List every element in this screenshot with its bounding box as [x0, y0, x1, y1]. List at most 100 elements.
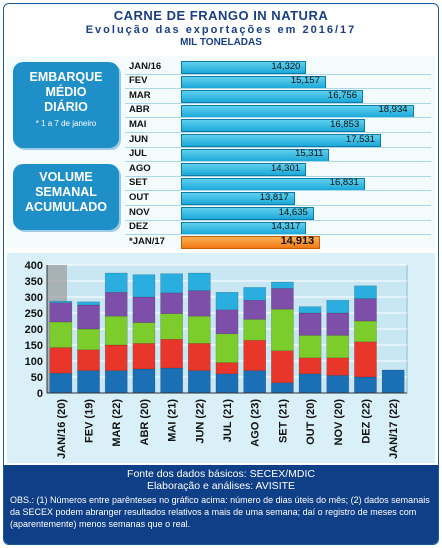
stack-segment — [243, 370, 267, 394]
x-tick-label: JUN (22) — [194, 399, 206, 444]
row-separator — [125, 117, 431, 119]
stack-segment — [104, 370, 128, 394]
stack-segment — [49, 347, 73, 374]
y-tick-label: 50 — [31, 372, 43, 384]
stack-segment — [215, 362, 239, 375]
stack-segment — [326, 335, 350, 359]
stack-segment — [104, 315, 128, 346]
stack-segment — [354, 298, 377, 322]
callout-line: ACUMULADO — [25, 200, 107, 214]
bar — [181, 236, 321, 250]
category-label: OUT — [129, 191, 150, 203]
stack-segment — [187, 343, 211, 371]
stack-segment — [354, 341, 377, 378]
header: CARNE DE FRANGO IN NATURA Evolução das e… — [4, 4, 438, 64]
data-label: 13,817 — [259, 191, 289, 203]
weekly-volume-callout: VOLUME SEMANAL ACUMULADO — [13, 164, 119, 230]
callout-note: * 1 a 7 de janeiro — [35, 119, 97, 128]
bar — [181, 104, 414, 118]
stack-segment — [243, 299, 267, 320]
stack-segment — [77, 370, 100, 394]
unit-label: MIL TONELADAS — [180, 37, 262, 48]
stack-segment — [187, 315, 211, 344]
page-subtitle: Evolução das exportações em 2016/17 — [85, 24, 357, 36]
stack-segment — [326, 312, 350, 336]
weekly-stacked-chart-panel: 0 50 100 150 200 250 300 350 400 JAN/16 (20) FEV (… — [7, 253, 435, 463]
stack-segment — [354, 376, 377, 394]
x-tick-label: SET (21) — [277, 399, 289, 443]
stack-segment — [132, 322, 156, 344]
bar — [181, 134, 381, 147]
category-label: AGO — [129, 162, 151, 174]
x-tick-label: MAI (21) — [167, 399, 179, 442]
bar — [181, 163, 307, 177]
row-separator — [125, 88, 431, 90]
x-tick-label: OUT (20) — [305, 399, 317, 445]
daily-average-callout: EMBARQUE MÉDIO DIÁRIO * 1 a 7 de janeiro — [13, 62, 119, 148]
y-tick-label: 100 — [25, 356, 43, 368]
stack-segment — [77, 301, 100, 306]
stack-segment — [187, 370, 211, 394]
callout-line: SEMANAL — [35, 185, 97, 199]
stack-segment — [298, 335, 322, 359]
y-tick-label: 200 — [25, 324, 43, 336]
row-separator — [125, 73, 431, 75]
data-label: 15,157 — [290, 75, 320, 87]
stack-segment — [49, 321, 73, 348]
data-label: 14,320 — [271, 60, 301, 72]
category-label: FEV — [129, 75, 148, 87]
stack-segment — [298, 306, 322, 314]
callout-line: VOLUME — [39, 170, 93, 184]
data-label: 16,756 — [327, 89, 357, 101]
row-separator — [125, 102, 431, 104]
row-separator — [125, 161, 431, 163]
stack-segment — [298, 373, 322, 394]
stack-segment — [298, 312, 322, 336]
y-tick-label: 300 — [25, 292, 43, 304]
bar — [181, 207, 314, 220]
x-tick-label: MAR (22) — [111, 399, 123, 447]
row-separator — [125, 219, 431, 221]
stack-segment — [271, 281, 294, 289]
bar — [181, 90, 363, 104]
data-label: 14,317 — [271, 221, 301, 233]
stack-segment — [215, 291, 239, 311]
footer: Fonte dos dados básicos: SECEX/MDIC Elab… — [4, 465, 438, 544]
x-tick-label: JAN/16 (20) — [56, 399, 68, 459]
stack-segment — [271, 288, 294, 310]
bar — [181, 75, 326, 89]
callout-line: EMBARQUE — [29, 70, 103, 84]
data-label: 14,635 — [278, 206, 308, 218]
stack-segment — [104, 344, 128, 371]
data-label: 14,301 — [270, 162, 301, 174]
data-label: 16,831 — [329, 177, 359, 189]
stack-segment — [215, 309, 239, 335]
stack-segment — [77, 304, 100, 330]
stack-segment — [132, 368, 156, 394]
stack-segment — [243, 319, 267, 341]
category-label: MAR — [129, 89, 151, 101]
stack-segment — [271, 308, 294, 352]
analysis-text: Elaboração e análises: AVISITE — [146, 480, 296, 492]
stack-segment — [104, 291, 128, 317]
y-tick-label: 250 — [25, 308, 43, 320]
bar — [181, 61, 307, 74]
bar — [181, 148, 330, 162]
x-tick-label: FEV (19) — [84, 399, 96, 443]
category-label: JUN — [129, 133, 149, 145]
y-tick-label: 150 — [25, 340, 43, 352]
stack-segment — [77, 349, 100, 371]
x-tick-label: JUL (21) — [222, 399, 234, 443]
category-label: MAI — [129, 118, 147, 130]
bar — [181, 221, 307, 235]
category-label: *JAN/17 — [129, 235, 165, 247]
y-tick-label: 0 — [37, 388, 43, 400]
x-tick-label: ABR (20) — [139, 399, 151, 446]
stack-segment — [132, 274, 156, 298]
stack-segment — [326, 357, 350, 376]
stack-segment — [49, 300, 73, 304]
stack-segment — [132, 343, 156, 370]
row-separator — [125, 205, 431, 206]
category-label: DEZ — [129, 221, 148, 233]
row-separator — [125, 132, 431, 133]
